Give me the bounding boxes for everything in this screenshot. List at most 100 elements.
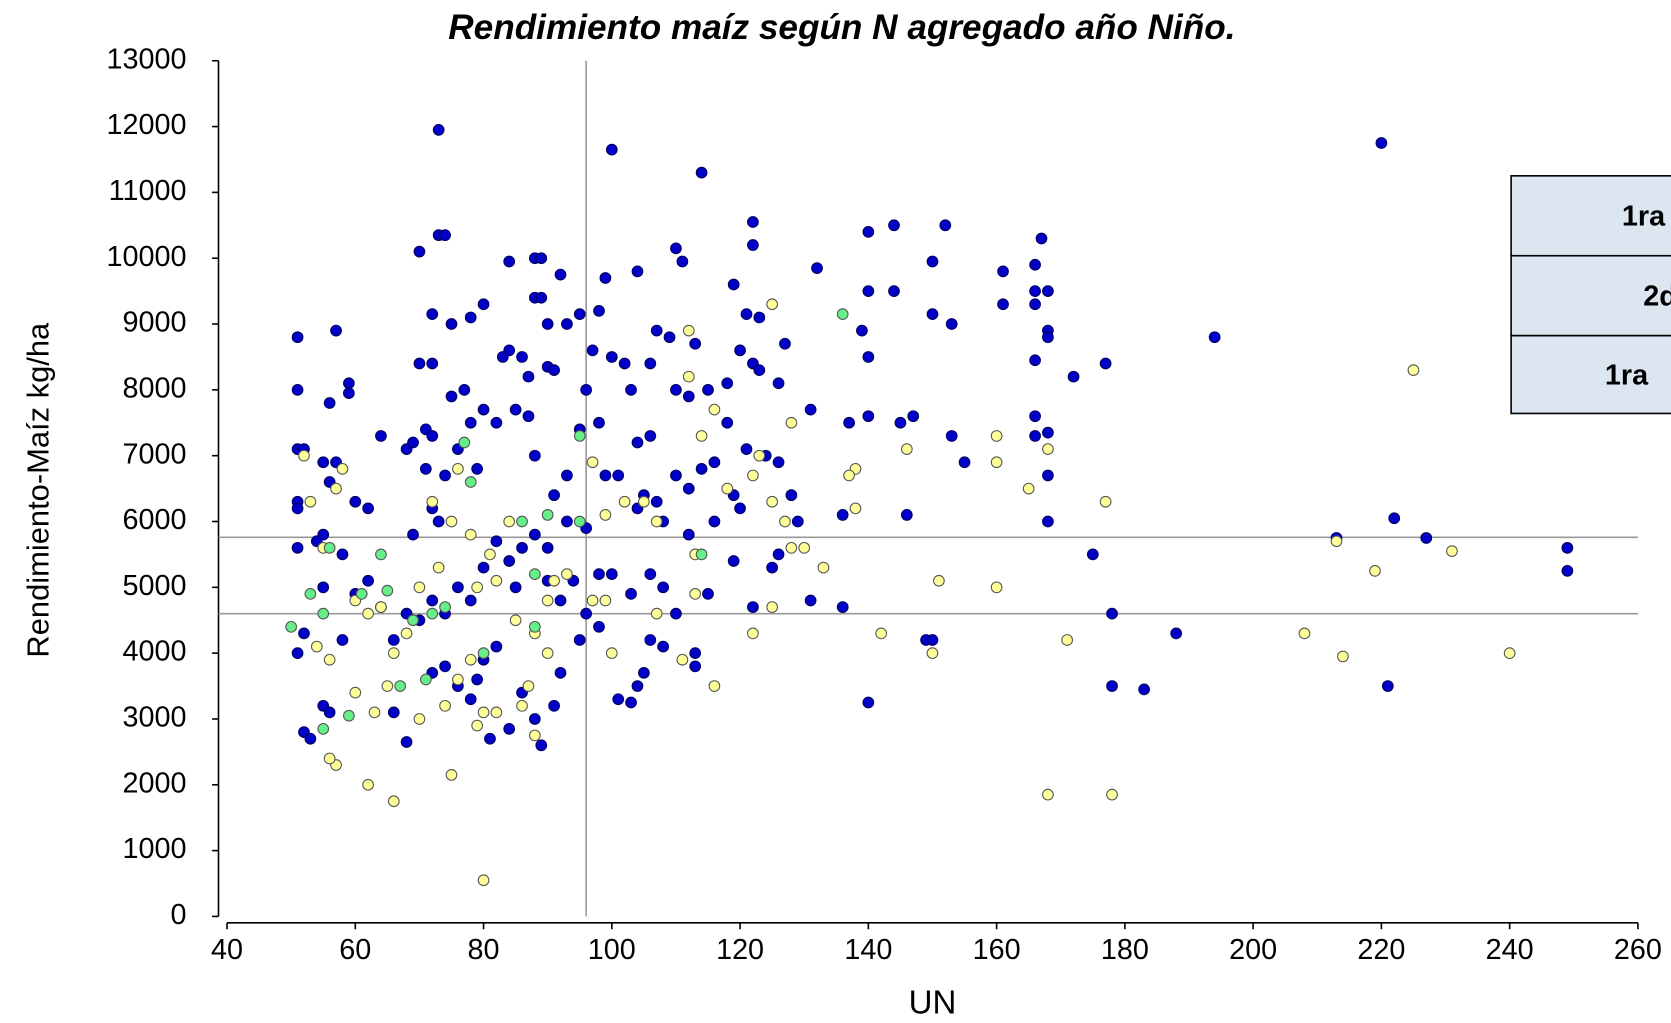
data-point [791, 515, 804, 528]
data-point [561, 318, 573, 330]
data-point [554, 667, 567, 679]
data-point [772, 548, 785, 561]
data-point [990, 430, 1003, 442]
data-point [477, 403, 490, 416]
data-point [343, 387, 355, 400]
data-point [766, 495, 779, 508]
data-point [343, 377, 355, 390]
data-point [503, 722, 516, 735]
data-point [734, 344, 746, 357]
data-point [1042, 285, 1054, 297]
data-point [663, 331, 676, 344]
data-point [727, 555, 740, 567]
data-point [445, 769, 458, 781]
data-point [843, 416, 855, 429]
data-point [1330, 535, 1343, 548]
data-point [849, 502, 862, 515]
y-tick-label: 5000 [123, 570, 187, 602]
data-point [535, 739, 548, 752]
data-point [407, 528, 419, 541]
data-point [1420, 532, 1433, 544]
data-point [926, 255, 939, 268]
data-point [657, 581, 669, 594]
data-point [471, 581, 484, 594]
data-point [766, 601, 779, 613]
data-point [670, 469, 682, 482]
data-point [522, 680, 535, 692]
data-point [452, 581, 464, 594]
data-point [522, 410, 535, 423]
data-point [343, 709, 355, 722]
data-point [503, 515, 516, 528]
data-point [766, 561, 779, 574]
data-point [516, 699, 528, 712]
data-point [490, 706, 503, 719]
data-point [900, 509, 913, 521]
data-point [355, 588, 368, 600]
data-point [702, 383, 714, 396]
data-point [1042, 426, 1054, 439]
data-point [298, 627, 310, 640]
data-point [753, 311, 766, 324]
data-point [618, 357, 631, 370]
y-tick-label: 8000 [123, 372, 187, 404]
data-point [721, 482, 734, 495]
data-point [586, 456, 599, 469]
data-point [933, 574, 945, 587]
data-point [1388, 512, 1401, 525]
data-point [900, 443, 913, 455]
x-tick-label: 80 [468, 934, 500, 966]
data-point [1042, 331, 1054, 344]
data-point [702, 588, 714, 600]
data-point [419, 462, 432, 475]
data-point [1337, 650, 1349, 663]
data-point [464, 476, 477, 488]
data-point [1375, 137, 1388, 149]
data-point [1561, 565, 1574, 577]
data-point [689, 660, 702, 673]
data-point [291, 331, 304, 344]
data-point [766, 298, 779, 311]
data-point [336, 548, 349, 561]
data-point [368, 706, 381, 719]
data-point [1446, 545, 1458, 557]
data-point [1029, 285, 1041, 297]
data-point [490, 574, 503, 587]
data-point [631, 265, 644, 278]
data-point [426, 430, 439, 442]
data-point [605, 647, 618, 660]
data-point [336, 462, 349, 475]
data-point [939, 219, 952, 232]
data-point [1106, 607, 1118, 620]
table-cell [1510, 334, 1671, 415]
data-point [477, 874, 490, 887]
data-point [599, 272, 612, 284]
data-point [1061, 634, 1074, 646]
data-point [753, 449, 766, 462]
data-point [593, 305, 605, 317]
data-point [445, 318, 458, 330]
data-point [1381, 680, 1394, 692]
data-point [573, 634, 586, 646]
data-point [888, 285, 900, 297]
table-cell [1510, 254, 1671, 337]
data-point [323, 752, 336, 765]
data-point [779, 337, 791, 350]
data-point [484, 732, 496, 745]
data-point [452, 462, 464, 475]
data-point [945, 318, 958, 330]
data-point [804, 594, 817, 607]
data-point [721, 377, 734, 390]
data-point [695, 166, 708, 179]
data-point [445, 515, 458, 528]
data-point [644, 634, 657, 646]
data-point [682, 390, 695, 403]
data-point [599, 509, 612, 521]
y-tick-label: 3000 [123, 702, 187, 734]
data-point [1042, 443, 1054, 455]
data-point [471, 673, 484, 686]
data-point [464, 528, 477, 541]
data-point [670, 383, 682, 396]
data-point [1298, 627, 1311, 640]
data-point [554, 268, 567, 281]
